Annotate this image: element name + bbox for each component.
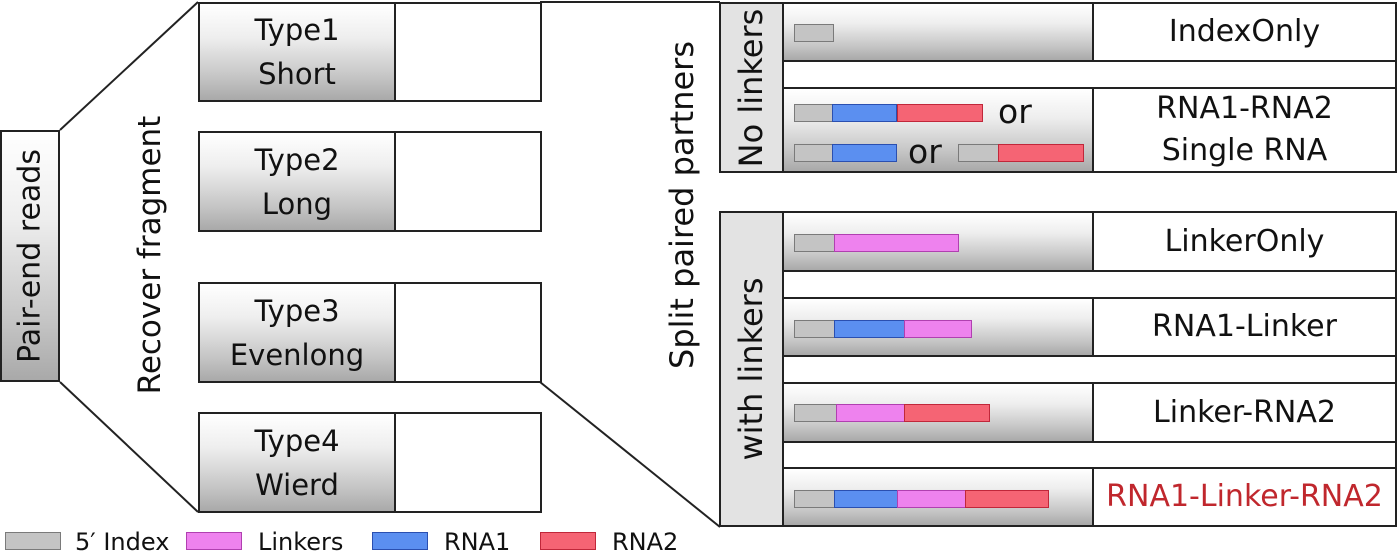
segment-linker [897, 490, 967, 508]
segment-linker [904, 320, 972, 338]
recover-fragment-label: Recover fragment [132, 115, 168, 395]
segment-index [794, 404, 838, 422]
fragment-type-2-blank [394, 131, 542, 232]
legend-swatch-linker [186, 532, 242, 550]
segment-index [794, 144, 834, 162]
fragment-type-4-label-box: Type4 Wierd [198, 412, 396, 513]
result-row-rna1-rna2-diagram: or or [782, 87, 1094, 173]
fragment-type-4-name: Type4 [254, 423, 340, 458]
segment-linker [836, 404, 906, 422]
fragment-type-3: Type3 Evenlong [198, 282, 542, 383]
pair-end-reads-box: Pair-end reads [0, 130, 60, 382]
result-label-rna1-linker-rna2: RNA1-Linker-RNA2 [1106, 479, 1383, 514]
fragment-type-1-name: Type1 [254, 13, 340, 47]
no-linkers-label: No linkers [732, 8, 770, 168]
segment-rna1 [832, 144, 897, 162]
fragment-type-1: Type1 Short [198, 2, 542, 102]
result-row-rna1-rna2: or or RNA1-RNA2 Single RNA [782, 87, 1397, 173]
result-label-index-only: IndexOnly [1168, 14, 1321, 49]
segment-rna1 [834, 490, 899, 508]
pair-end-reads-label: Pair-end reads [12, 149, 48, 363]
result-row-rna1-linker-rna2: RNA1-Linker-RNA2 [782, 467, 1397, 527]
result-label-rna1-rna2: RNA1-RNA2 [1156, 91, 1333, 126]
result-row-linker-rna2-label-box: Linker-RNA2 [1092, 382, 1397, 443]
connector-root-top [59, 1, 199, 131]
with-linkers-label: with linkers [732, 277, 770, 461]
fragment-type-3-name: Type3 [254, 293, 340, 328]
fragment-type-3-label-box: Type3 Evenlong [198, 282, 396, 383]
segment-index [794, 490, 836, 508]
fragment-type-2-label-box: Type2 Long [198, 131, 396, 232]
result-label-linker-only: LinkerOnly [1164, 223, 1325, 259]
result-row-rna1-linker-rna2-label-box: RNA1-Linker-RNA2 [1092, 467, 1397, 527]
result-row-linker-rna2: Linker-RNA2 [782, 382, 1397, 443]
segment-rna2 [965, 490, 1049, 508]
result-label-rna1-linker: RNA1-Linker [1152, 309, 1337, 344]
split-paired-partners-label: Split paired partners [663, 41, 701, 369]
segment-index [794, 234, 836, 252]
result-row-rna1-linker-label-box: RNA1-Linker [1092, 297, 1397, 357]
with-linkers-panel: with linkers [719, 211, 784, 527]
result-row-rna1-linker: RNA1-Linker [782, 297, 1397, 357]
segment-index [794, 24, 834, 42]
result-label-linker-rna2: Linker-RNA2 [1153, 394, 1336, 430]
segment-linker [834, 234, 959, 252]
segment-index [794, 320, 836, 338]
segment-rna1 [834, 320, 906, 338]
result-row-index-only-diagram [782, 2, 1094, 62]
segment-rna2 [904, 404, 990, 422]
fragment-type-1-label-box: Type1 Short [198, 2, 396, 102]
legend-label-index: 5′ Index [75, 528, 170, 556]
connector-type3-bottom [539, 381, 721, 528]
segment-index [794, 104, 834, 122]
result-row-linker-only: LinkerOnly [782, 211, 1397, 272]
legend-label-rna2: RNA2 [612, 528, 679, 556]
no-linkers-panel: No linkers [719, 2, 784, 173]
result-row-rna1-linker-rna2-diagram [782, 467, 1094, 527]
legend-label-rna1: RNA1 [444, 528, 511, 556]
result-label-single-rna: Single RNA [1161, 133, 1328, 168]
legend-swatch-rna1 [372, 532, 428, 550]
result-row-linker-only-diagram [782, 211, 1094, 272]
segment-rna1 [832, 104, 897, 122]
segment-index [958, 144, 1000, 162]
fragment-type-1-desc: Short [258, 57, 336, 91]
fragment-type-3-blank [394, 282, 542, 383]
legend-label-linker: Linkers [258, 528, 344, 556]
legend-swatch-index [5, 532, 61, 550]
fragment-type-4: Type4 Wierd [198, 412, 542, 513]
or-label-2: or [908, 132, 942, 171]
result-row-linker-only-label-box: LinkerOnly [1092, 211, 1397, 272]
connector-root-bottom [59, 381, 199, 513]
fragment-type-4-blank [394, 412, 542, 513]
result-row-index-only-label-box: IndexOnly [1092, 2, 1397, 62]
fragment-type-3-desc: Evenlong [229, 337, 365, 372]
legend-swatch-rna2 [540, 532, 596, 550]
segment-rna2 [897, 104, 983, 122]
result-row-linker-rna2-diagram [782, 382, 1094, 443]
result-row-rna1-rna2-label-box: RNA1-RNA2 Single RNA [1092, 87, 1397, 173]
result-row-rna1-linker-diagram [782, 297, 1094, 357]
fragment-type-1-blank [394, 2, 542, 102]
or-label-1: or [998, 92, 1032, 131]
fragment-type-4-desc: Wierd [255, 467, 339, 502]
fragment-type-2-name: Type2 [254, 142, 340, 177]
fragment-type-2-desc: Long [261, 186, 333, 221]
fragment-type-2: Type2 Long [198, 131, 542, 232]
segment-rna2 [998, 144, 1084, 162]
result-row-index-only: IndexOnly [782, 2, 1397, 62]
